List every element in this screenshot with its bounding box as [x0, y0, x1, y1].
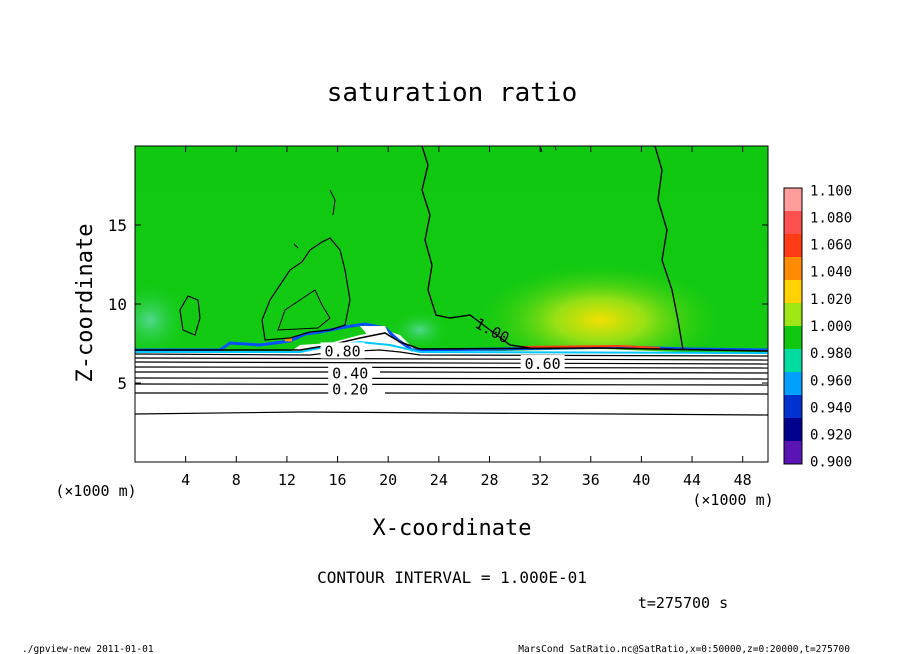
colorbar-segment: [784, 280, 802, 304]
colorbar-segment: [784, 234, 802, 258]
x-tick-label: 28: [480, 471, 498, 489]
colorbar-level-label: 0.980: [810, 346, 852, 362]
x-tick-label: 40: [632, 471, 650, 489]
z-unit-label: (×1000 m): [55, 482, 136, 500]
colorbar-level-label: 1.000: [810, 319, 852, 335]
colorbar-level-label: 1.040: [810, 265, 852, 281]
chart-title: saturation ratio: [327, 78, 577, 108]
colorbar-level-label: 1.020: [810, 292, 852, 308]
y-tick-label: 10: [108, 295, 127, 314]
colorbar-segment: [784, 326, 802, 350]
x-axis-label: X-coordinate: [373, 516, 532, 541]
footer-right: MarsCond_SatRatio.nc@SatRatio,x=0:50000,…: [518, 644, 850, 654]
x-tick-label: 36: [582, 471, 600, 489]
x-tick-label: 44: [683, 471, 701, 489]
x-axis-ticks: 4 8 12 16 20 24 28 32 36 40 44 48: [181, 146, 752, 489]
x-tick-label: 20: [379, 471, 397, 489]
contour-label-bg: [320, 342, 365, 359]
colorbar-level-label: 1.060: [810, 238, 852, 254]
x-tick-label: 32: [531, 471, 549, 489]
colorbar-level-label: 0.960: [810, 373, 852, 389]
colorbar-level-label: 0.900: [810, 455, 852, 471]
x-tick-label: 4: [181, 471, 190, 489]
heatmap-field: [135, 146, 768, 462]
contour-label-bg: [520, 355, 565, 372]
contour-label: 0.80: [325, 342, 361, 360]
y-tick-label: 15: [108, 216, 127, 235]
x-tick-label: 16: [329, 471, 347, 489]
time-label: t=275700 s: [638, 594, 728, 612]
colorbar-level-label: 1.080: [810, 210, 852, 226]
y-tick-label: 5: [117, 374, 127, 393]
x-tick-label: 24: [430, 471, 448, 489]
contour-label: 0.20: [332, 380, 368, 398]
colorbar-segment: [784, 349, 802, 373]
y-axis-ticks: 5 10 15: [108, 216, 768, 393]
colorbar-level-label: 1.100: [810, 183, 852, 199]
colorbar-segment: [784, 372, 802, 396]
x-tick-label: 8: [232, 471, 241, 489]
x-unit-label: (×1000 m): [692, 491, 773, 509]
x-tick-label: 12: [278, 471, 296, 489]
contour-label-bg: [328, 364, 373, 381]
contour-labels: 1.000.800.600.400.20: [320, 314, 565, 398]
colorbar-segment: [784, 395, 802, 419]
colorbar-segment: [784, 303, 802, 327]
colorbar-segment: [784, 211, 802, 235]
x-tick-label: 48: [734, 471, 752, 489]
colorbar-segment: [784, 441, 802, 465]
colorbar: 1.100 1.080 1.060 1.040 1.020 1.000 0.980 0.960…: [783, 183, 852, 471]
contour-interval-text: CONTOUR INTERVAL = 1.000E-01: [317, 568, 587, 587]
colorbar-segment: [784, 188, 802, 212]
contour-label: 0.60: [525, 355, 561, 373]
colorbar-level-label: 0.940: [810, 400, 852, 416]
y-axis-label: Z-coordinate: [73, 224, 98, 383]
colorbar-segment: [784, 257, 802, 281]
colorbar-segment: [784, 418, 802, 442]
footer-left: ./gpview-new 2011-01-01: [22, 644, 154, 654]
contour-label: 0.40: [332, 365, 368, 383]
contour-label-bg: [328, 380, 373, 397]
colorbar-level-label: 0.920: [810, 428, 852, 444]
